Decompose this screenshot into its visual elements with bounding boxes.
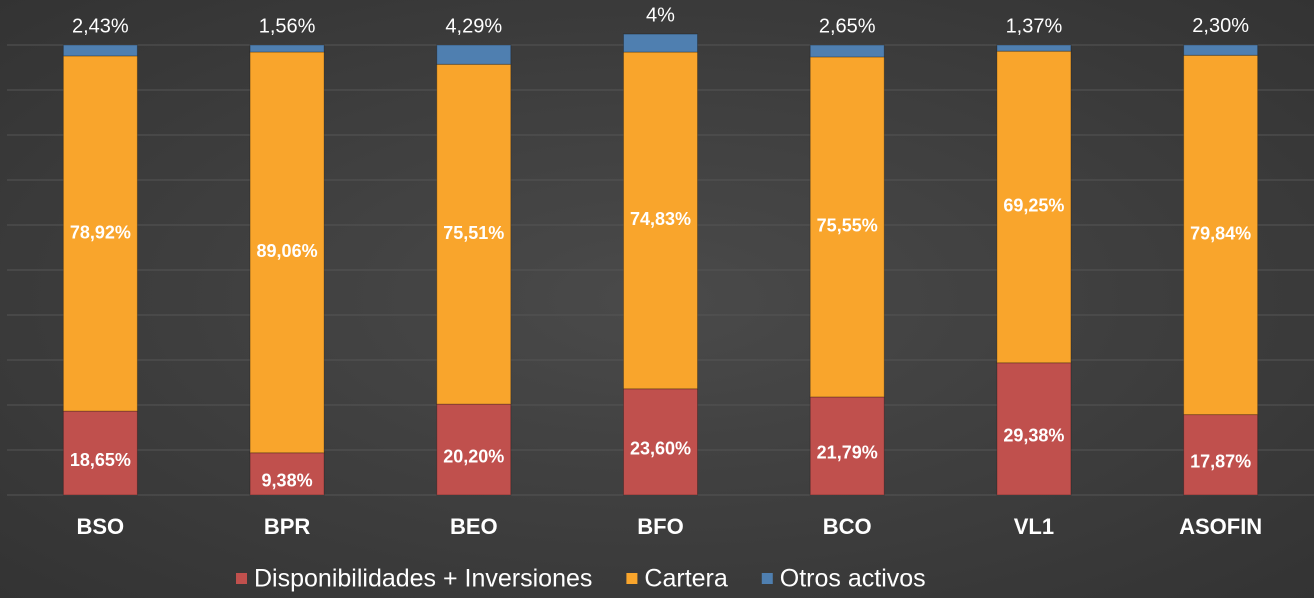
data-label: 79,84% [1190, 224, 1251, 244]
data-label: 74,83% [630, 209, 691, 229]
data-label: 21,79% [817, 443, 878, 463]
data-label: 9,38% [262, 471, 313, 491]
x-tick-label: BCO [823, 514, 872, 539]
bar-segment [809, 44, 885, 58]
bar-segment [996, 50, 1072, 364]
bar-segment [1183, 54, 1259, 416]
legend-swatch [761, 573, 773, 584]
bar-segment [623, 33, 698, 53]
data-label: 23,60% [630, 439, 691, 459]
legend-label: Cartera [644, 565, 727, 593]
x-tick-label: VL1 [1014, 514, 1054, 539]
bar-segment [623, 51, 698, 390]
legend: Disponibilidades + Inversiones Cartera Otr… [236, 565, 926, 593]
data-label: 4,29% [445, 15, 502, 37]
data-label: 75,55% [817, 216, 878, 236]
x-tick-label: BPR [264, 514, 311, 539]
data-label: 20,20% [443, 446, 504, 466]
x-tick-label: BFO [637, 514, 683, 539]
legend-label: Disponibilidades + Inversiones [254, 565, 592, 593]
bar-segment [996, 44, 1072, 52]
data-label: 1,56% [259, 15, 316, 37]
data-label: 69,25% [1003, 196, 1064, 216]
bar-segment [62, 44, 138, 57]
bar-segment [436, 403, 512, 496]
legend-swatch [236, 573, 247, 584]
data-label: 17,87% [1190, 452, 1251, 472]
x-tick-label: ASOFIN [1179, 514, 1262, 539]
legend-swatch [626, 573, 638, 584]
bar-segment [249, 452, 325, 496]
data-label: 75,51% [443, 223, 504, 243]
data-label: 89,06% [257, 241, 318, 261]
bar-segment [809, 396, 885, 496]
x-tick-label: BEO [450, 514, 498, 539]
data-label: 29,38% [1003, 426, 1064, 446]
bar-segment [249, 44, 325, 53]
bar-segment [249, 51, 325, 454]
legend-label: Otros activos [780, 565, 926, 593]
data-label: 78,92% [70, 222, 131, 242]
bar-segment [809, 56, 885, 398]
bar-segment [996, 362, 1072, 496]
bar-segment [1183, 414, 1259, 496]
data-label: 2,43% [72, 15, 129, 37]
data-label: 2,30% [1192, 15, 1249, 37]
data-label: 2,65% [819, 15, 876, 37]
data-label: 1,37% [1006, 15, 1063, 37]
bar-segment [62, 55, 138, 412]
data-label: 18,65% [70, 450, 131, 470]
x-tick-label: BSO [77, 514, 125, 539]
bar-segment [62, 410, 138, 496]
data-label: 4% [646, 4, 675, 26]
bar-segment [436, 44, 512, 65]
bar-segment [436, 63, 512, 405]
bar-segment [1183, 44, 1259, 56]
